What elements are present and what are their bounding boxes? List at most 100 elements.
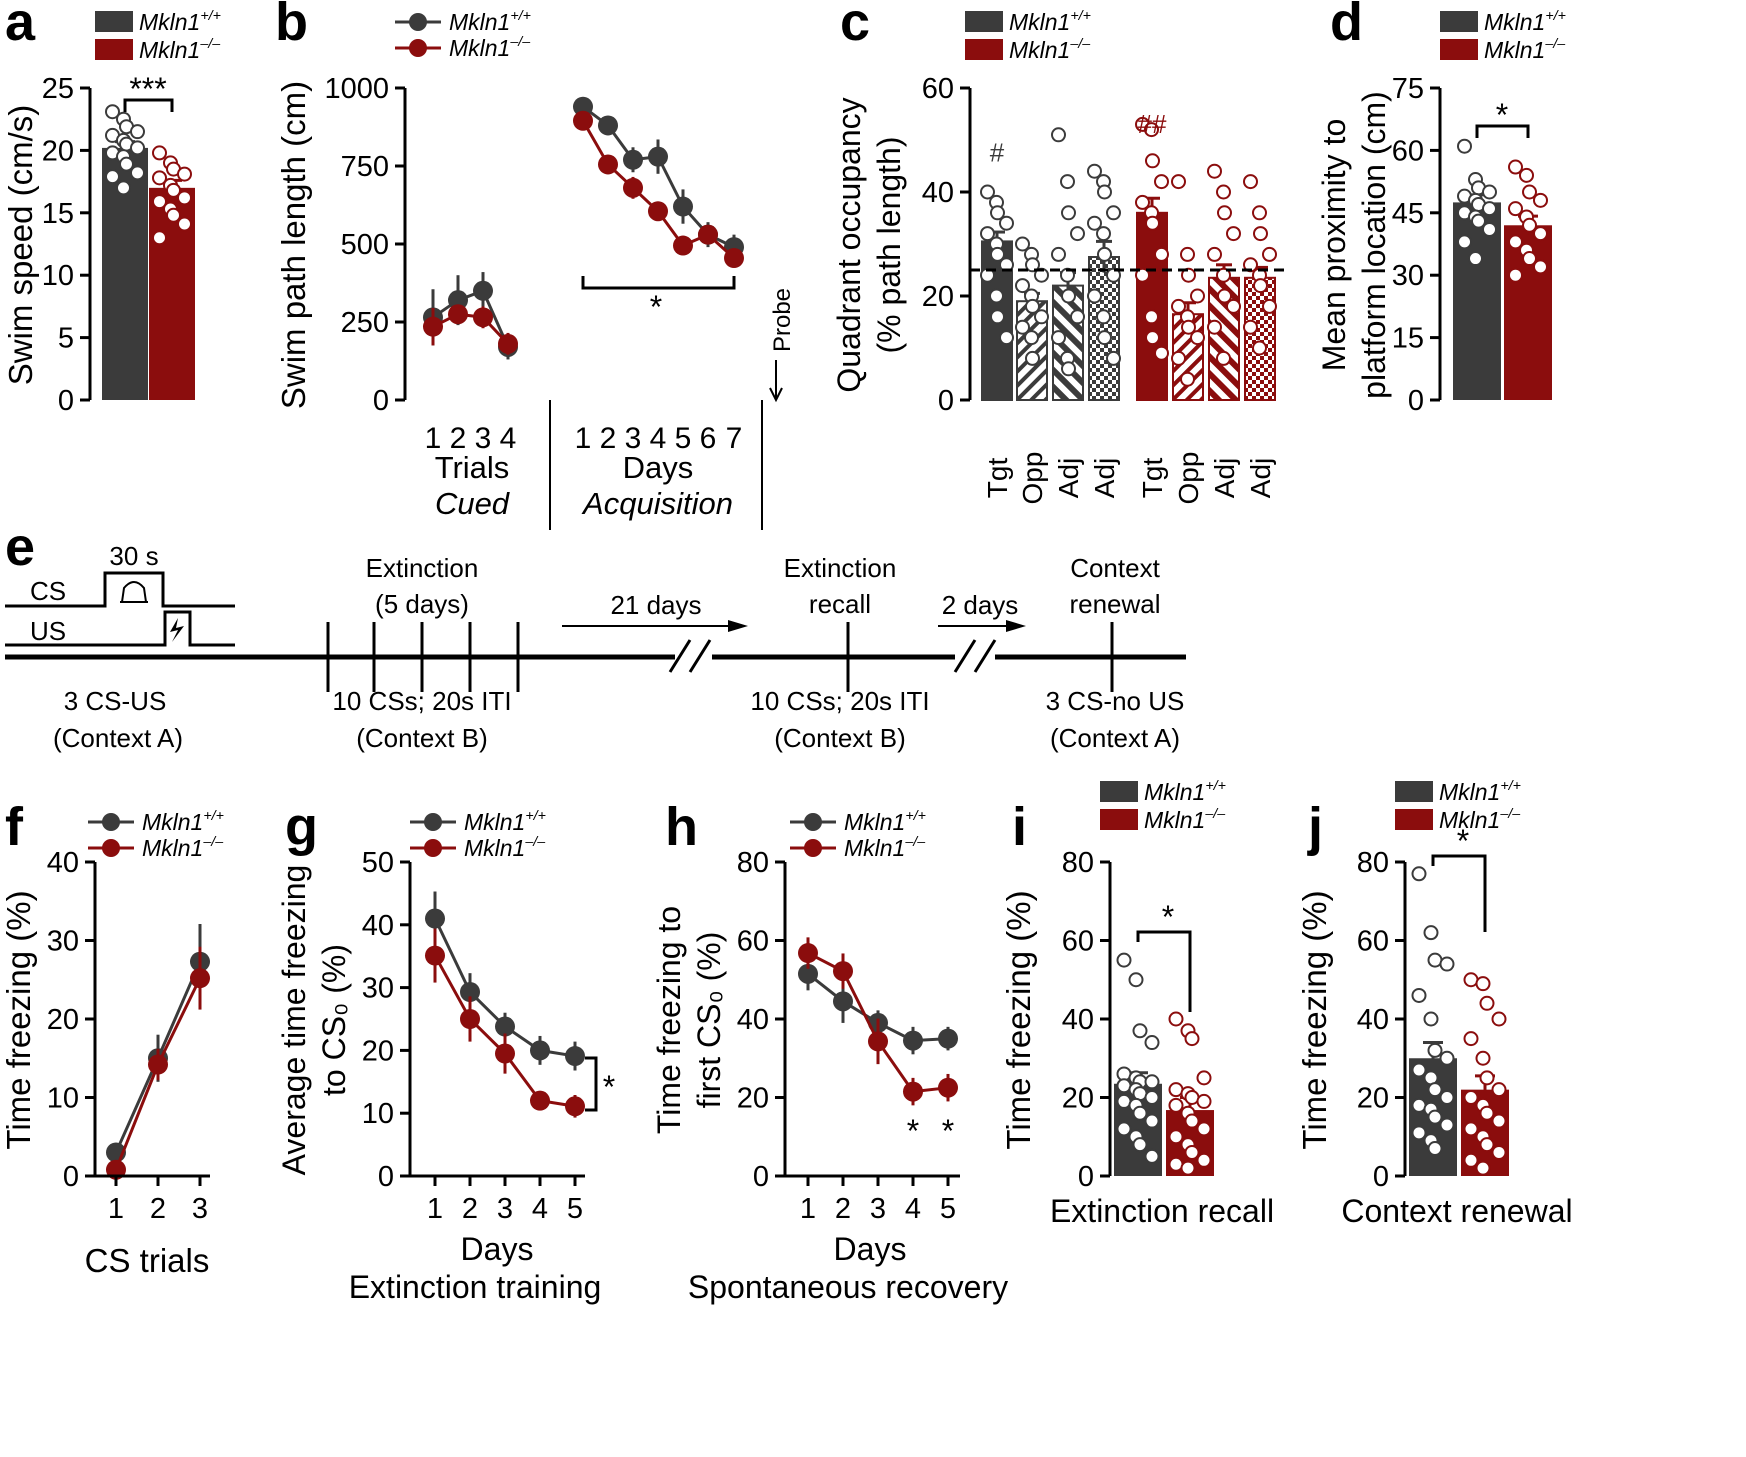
wt-individual-point (1015, 319, 1030, 335)
y-tick-label: 40 (922, 177, 954, 209)
stage-title: Context (1070, 553, 1160, 583)
ko-individual-point (1216, 267, 1231, 283)
ko-individual-point (1154, 174, 1169, 190)
wt-individual-point (1096, 309, 1111, 325)
ko-individual-point (1168, 1097, 1184, 1113)
wt-series-line (432, 288, 510, 348)
wt-legend-label: Mkln1+/+ (1009, 8, 1091, 35)
ko-legend-marker (102, 839, 120, 857)
y-tick-label: 20 (47, 1004, 79, 1036)
wt-individual-point (999, 330, 1014, 346)
y-tick-label: 50 (362, 847, 394, 879)
stage-detail: (Context B) (356, 723, 488, 753)
ko-individual-point (1491, 1113, 1507, 1129)
ko-individual-point (1475, 976, 1491, 992)
y-tick-label: 10 (47, 1083, 79, 1115)
ko-individual-point (1181, 319, 1196, 335)
x-tick-label: 5 (675, 422, 692, 455)
ko-individual-point (1196, 1152, 1212, 1168)
wt-individual-point (1427, 1042, 1443, 1058)
legend-genotype: –/– (1204, 806, 1226, 822)
ko-data-point (565, 1096, 585, 1117)
y-axis-title: Average time freezing (276, 865, 312, 1176)
wt-legend-label: Mkln1+/+ (142, 808, 224, 835)
x-tick-label: 3 (192, 1193, 208, 1225)
y-axis-title: platform location (cm) (1356, 91, 1392, 399)
probe-label: Probe (769, 288, 796, 352)
wt-legend-label: Mkln1+/+ (1439, 778, 1521, 805)
ko-individual-point (1491, 1082, 1507, 1098)
ko-individual-point (1253, 278, 1268, 294)
wt-individual-point (1471, 213, 1486, 229)
probe-arrow-head (769, 387, 783, 403)
ko-legend-swatch (95, 39, 133, 60)
ko-individual-point (1180, 1160, 1196, 1176)
ko-legend-label: Mkln1–/– (464, 834, 546, 861)
y-tick-label: 0 (1408, 385, 1424, 417)
y-tick-label: 0 (373, 385, 389, 417)
ko-individual-point (1135, 267, 1150, 283)
x-tick-label: 3 (475, 422, 492, 455)
ko-individual-point (1508, 234, 1523, 250)
y-tick-label: 20 (1062, 1083, 1094, 1115)
y-tick-label: 15 (1392, 323, 1424, 355)
y-tick-label: 20 (362, 1035, 394, 1067)
legend-genotype: –/– (904, 834, 926, 850)
wt-data-point (473, 280, 493, 301)
y-tick-label: 0 (938, 385, 954, 417)
y-tick-label: 20 (737, 1083, 769, 1115)
wt-individual-point (1015, 236, 1030, 252)
wt-individual-point (1097, 246, 1112, 262)
wt-individual-point (1116, 1121, 1132, 1137)
x-tick-label: 5 (940, 1193, 956, 1225)
ko-individual-point (152, 145, 167, 161)
legend-gene: Mkln1 (1144, 807, 1205, 833)
wt-individual-point (1051, 127, 1066, 143)
wt-individual-point (1439, 956, 1455, 972)
wt-individual-point (1070, 226, 1085, 242)
y-tick-label: 30 (362, 973, 394, 1005)
ko-individual-point (1463, 1152, 1479, 1168)
ko-individual-point (1252, 340, 1267, 356)
ko-legend-swatch (1100, 809, 1138, 830)
wt-individual-point (1060, 174, 1075, 190)
y-axis-title: Mean proximity to (1316, 119, 1352, 372)
ko-individual-point (1479, 1137, 1495, 1153)
x-tick-label: Adj (1089, 458, 1120, 498)
y-tick-label: 1000 (324, 73, 389, 105)
x-tick-label: 2 (150, 1193, 166, 1225)
y-tick-label: 0 (63, 1161, 79, 1193)
wt-data-point (623, 149, 643, 170)
wt-individual-point (1482, 184, 1497, 200)
x-tick-label: 1 (800, 1193, 816, 1225)
wt-individual-point (1116, 952, 1132, 968)
ko-individual-point (1226, 298, 1241, 314)
wt-individual-point (1457, 234, 1472, 250)
ko-individual-point (152, 230, 167, 246)
ko-individual-point (1168, 1129, 1184, 1145)
ko-individual-point (1243, 174, 1258, 190)
legend-gene: Mkln1 (1439, 779, 1500, 805)
ko-legend-label: Mkln1–/– (1144, 806, 1226, 833)
x-tick-label: 4 (905, 1193, 921, 1225)
ko-legend-label: Mkln1–/– (1439, 806, 1521, 833)
stage-title: renewal (1069, 589, 1160, 619)
wt-legend-swatch (1100, 781, 1138, 802)
y-tick-label: 750 (341, 151, 389, 183)
wt-individual-point (1061, 288, 1076, 304)
ko-individual-point (1491, 1144, 1507, 1160)
ko-individual-point (152, 170, 167, 186)
wt-legend-label: Mkln1+/+ (449, 8, 531, 35)
ko-individual-point (1217, 205, 1232, 221)
wt-individual-point (1144, 1148, 1160, 1164)
ko-individual-point (1180, 246, 1195, 262)
gap-label: 2 days (942, 590, 1019, 620)
ko-series-line (432, 312, 510, 345)
ko-data-point (495, 1043, 515, 1064)
x-tick-label: 7 (726, 422, 743, 455)
x-tick-label: 2 (835, 1193, 851, 1225)
ko-individual-point (1184, 1144, 1200, 1160)
legend-gene: Mkln1 (844, 835, 905, 861)
wt-individual-point (1144, 1113, 1160, 1129)
